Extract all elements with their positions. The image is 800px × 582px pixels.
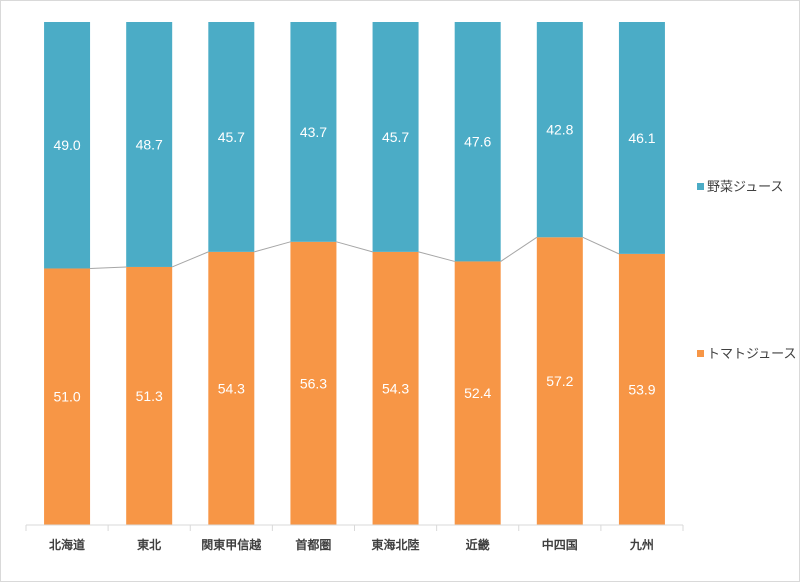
bar-vegetable-3: [290, 22, 337, 242]
series-line-4: [418, 251, 455, 262]
data-label-vegetable-0: 49.0: [53, 137, 80, 153]
bar-vegetable-1: [126, 22, 173, 267]
data-label-vegetable-5: 47.6: [464, 134, 491, 150]
category-label-3: 首都圏: [295, 537, 331, 552]
series-line-0: [90, 266, 127, 269]
data-label-vegetable-2: 45.7: [218, 129, 245, 145]
bar-tomato-2: [208, 251, 255, 525]
data-label-vegetable-1: 48.7: [136, 136, 163, 152]
bar-tomato-7: [618, 253, 665, 525]
bar-tomato-5: [454, 261, 501, 525]
bar-tomato-1: [126, 266, 173, 525]
data-label-vegetable-7: 46.1: [628, 130, 655, 146]
series-line-2: [254, 241, 291, 253]
category-label-2: 関東甲信越: [201, 537, 262, 552]
data-label-vegetable-3: 43.7: [300, 124, 327, 140]
series-line-3: [336, 241, 373, 253]
data-label-tomato-2: 54.3: [218, 380, 245, 396]
category-labels-group: 北海道 東北 関東甲信越 首都圏 東海北陸 近畿 中四国 九州: [49, 537, 654, 552]
data-label-vegetable-4: 45.7: [382, 129, 409, 145]
bar-vegetable-2: [208, 22, 255, 252]
bar-vegetable-0: [44, 22, 91, 269]
bar-vegetable-6: [536, 22, 583, 238]
bar-tomato-6: [536, 237, 583, 525]
x-axis: [25, 524, 684, 531]
series-line-5: [500, 236, 538, 262]
legend-label-tomato: トマトジュース: [707, 347, 796, 362]
series-line-6: [582, 236, 620, 255]
data-label-tomato-1: 51.3: [136, 388, 163, 404]
series-lines-group: [90, 236, 620, 269]
legend-swatch-vegetable: [697, 183, 704, 190]
data-label-tomato-6: 57.2: [546, 373, 573, 389]
data-labels-group: 51.0 49.0 51.3 48.7 54.3 45.7 56.3 43.7 54.3 45.7…: [53, 122, 655, 405]
data-label-tomato-3: 56.3: [300, 375, 327, 391]
bar-tomato-0: [44, 268, 91, 525]
series-line-1: [171, 251, 209, 268]
bars-group: [44, 22, 665, 525]
category-label-5: 近畿: [466, 537, 490, 552]
bar-vegetable-4: [372, 22, 419, 252]
category-label-0: 北海道: [49, 537, 85, 552]
data-label-tomato-5: 52.4: [464, 385, 491, 401]
bar-tomato-4: [372, 251, 419, 525]
legend-swatch-tomato: [697, 350, 704, 357]
bar-vegetable-5: [454, 22, 501, 262]
bar-vegetable-7: [618, 22, 665, 254]
data-label-tomato-0: 51.0: [53, 389, 80, 405]
category-label-4: 東海北陸: [372, 537, 420, 552]
category-label-7: 九州: [629, 537, 654, 552]
category-label-6: 中四国: [542, 537, 578, 552]
category-label-1: 東北: [137, 537, 161, 552]
data-label-tomato-4: 54.3: [382, 380, 409, 396]
legend-label-vegetable: 野菜ジュース: [707, 180, 783, 195]
data-label-vegetable-6: 42.8: [546, 122, 573, 138]
bar-tomato-3: [290, 241, 337, 525]
data-label-tomato-7: 53.9: [628, 381, 655, 397]
